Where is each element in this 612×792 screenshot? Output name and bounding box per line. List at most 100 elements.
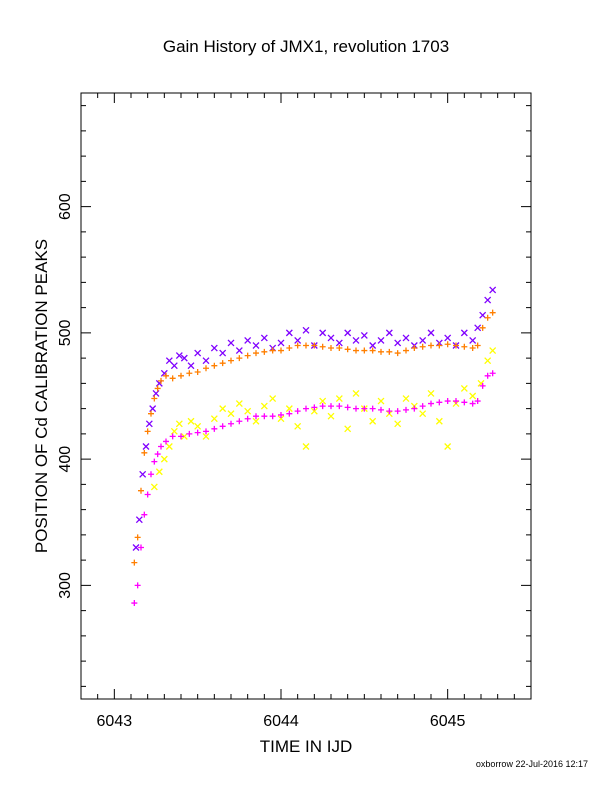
- data-point: [228, 357, 234, 364]
- data-point: [385, 329, 393, 337]
- data-point: [319, 329, 327, 337]
- data-point: [261, 348, 268, 355]
- data-point: [294, 342, 301, 349]
- data-point: [469, 336, 477, 344]
- axis-tick-labels: 6043 6044 6045 300 400 500 600: [57, 193, 466, 730]
- data-point: [303, 405, 309, 412]
- data-point: [154, 385, 161, 392]
- footer-credit: oxborrow 22-Jul-2016 12:17: [476, 759, 588, 769]
- data-point: [145, 420, 153, 428]
- data-point: [344, 404, 351, 411]
- data-point: [227, 339, 235, 347]
- data-point: [139, 470, 147, 478]
- data-point: [175, 420, 183, 428]
- data-point: [134, 582, 141, 589]
- data-point: [369, 342, 377, 349]
- data-point: [202, 357, 210, 365]
- data-point: [277, 339, 285, 347]
- data-point: [484, 314, 491, 321]
- data-point: [419, 343, 426, 350]
- data-point: [378, 348, 384, 355]
- data-point: [361, 405, 368, 412]
- data-point: [386, 348, 393, 355]
- data-point: [210, 344, 218, 352]
- data-point: [411, 405, 418, 412]
- y-tick-label: 600: [57, 193, 74, 220]
- data-point: [194, 349, 202, 357]
- data-point: [269, 347, 276, 354]
- data-point: [319, 343, 326, 350]
- data-point: [369, 405, 376, 412]
- data-point: [155, 468, 163, 476]
- data-point: [394, 408, 401, 415]
- data-point: [403, 406, 409, 413]
- data-point: [411, 345, 418, 352]
- data-point: [378, 406, 384, 413]
- data-point: [210, 415, 218, 423]
- data-point: [138, 487, 144, 494]
- data-point: [489, 370, 496, 377]
- x-axis-label: TIME IN IJD: [260, 737, 353, 756]
- data-point: [403, 347, 409, 354]
- data-point: [469, 392, 477, 400]
- x-tick-label: 6043: [97, 713, 133, 730]
- data-point: [286, 345, 293, 352]
- y-axis-label: POSITION OF Cd CALIBRATION PEAKS: [32, 239, 51, 553]
- data-point: [427, 390, 435, 397]
- data-point: [278, 347, 284, 354]
- data-point: [131, 600, 138, 607]
- series-2: [150, 347, 497, 491]
- data-point: [180, 354, 188, 362]
- data-point: [319, 403, 326, 410]
- data-point: [165, 443, 173, 450]
- data-point: [461, 343, 468, 350]
- data-point: [444, 443, 452, 450]
- data-point: [344, 346, 351, 353]
- data-point: [219, 423, 226, 430]
- data-point: [151, 395, 158, 402]
- data-point: [444, 334, 452, 342]
- data-point: [227, 410, 235, 418]
- data-point: [144, 491, 151, 498]
- data-point: [186, 430, 193, 437]
- data-point: [419, 410, 427, 418]
- data-point: [194, 422, 202, 430]
- data-point: [336, 403, 343, 410]
- data-point: [154, 451, 161, 458]
- data-point: [444, 341, 451, 348]
- data-point: [479, 324, 486, 331]
- data-point: [194, 369, 201, 376]
- data-point: [235, 347, 243, 355]
- data-point: [269, 395, 277, 402]
- data-point: [144, 428, 151, 435]
- data-point: [328, 345, 334, 352]
- data-point: [335, 339, 343, 347]
- data-point: [178, 433, 184, 440]
- data-point: [460, 384, 468, 392]
- data-point: [302, 443, 310, 450]
- data-point: [294, 408, 301, 415]
- data-point: [151, 458, 158, 465]
- data-point: [310, 407, 318, 415]
- data-point: [352, 390, 360, 397]
- data-point: [453, 342, 459, 349]
- data-point: [444, 398, 451, 405]
- data-point: [160, 455, 168, 463]
- data-point: [134, 534, 141, 541]
- data-point: [479, 382, 486, 389]
- data-point: [489, 309, 496, 316]
- data-point: [428, 400, 434, 407]
- data-point: [148, 471, 154, 478]
- data-point: [369, 417, 377, 425]
- data-point: [328, 403, 334, 410]
- data-point: [353, 347, 359, 354]
- data-point: [163, 372, 169, 379]
- data-point: [474, 342, 481, 349]
- data-point: [219, 360, 226, 367]
- data-point: [474, 324, 482, 332]
- data-point: [194, 429, 201, 436]
- data-point: [319, 397, 327, 405]
- data-point: [377, 397, 385, 405]
- data-point: [169, 375, 176, 382]
